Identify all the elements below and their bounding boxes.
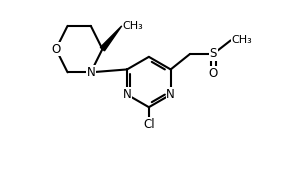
Text: N: N [123, 88, 131, 101]
Text: O: O [51, 43, 61, 56]
Text: CH₃: CH₃ [232, 35, 252, 45]
Text: CH₃: CH₃ [123, 21, 144, 31]
Polygon shape [100, 26, 122, 51]
Text: S: S [210, 47, 217, 60]
Text: N: N [86, 66, 95, 79]
Text: O: O [209, 67, 218, 80]
Text: Cl: Cl [143, 118, 155, 131]
Text: N: N [166, 88, 175, 101]
